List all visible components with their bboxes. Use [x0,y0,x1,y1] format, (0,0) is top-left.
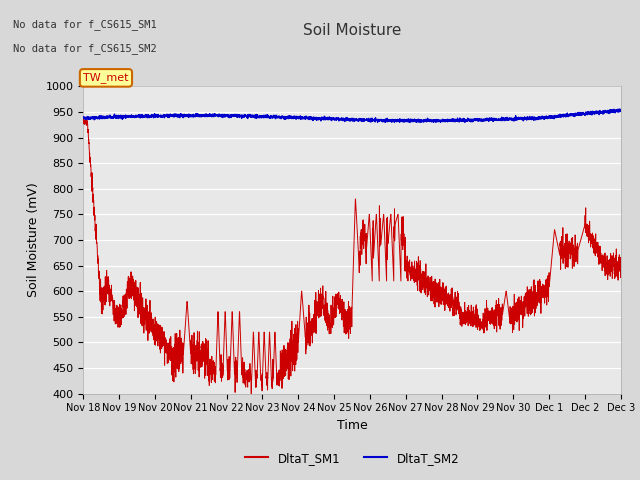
Text: No data for f_CS615_SM2: No data for f_CS615_SM2 [13,43,157,54]
X-axis label: Time: Time [337,419,367,432]
Y-axis label: Soil Moisture (mV): Soil Moisture (mV) [27,182,40,298]
Legend: DltaT_SM1, DltaT_SM2: DltaT_SM1, DltaT_SM2 [240,447,464,469]
Text: Soil Moisture: Soil Moisture [303,24,401,38]
Text: TW_met: TW_met [83,72,129,84]
Text: No data for f_CS615_SM1: No data for f_CS615_SM1 [13,19,157,30]
